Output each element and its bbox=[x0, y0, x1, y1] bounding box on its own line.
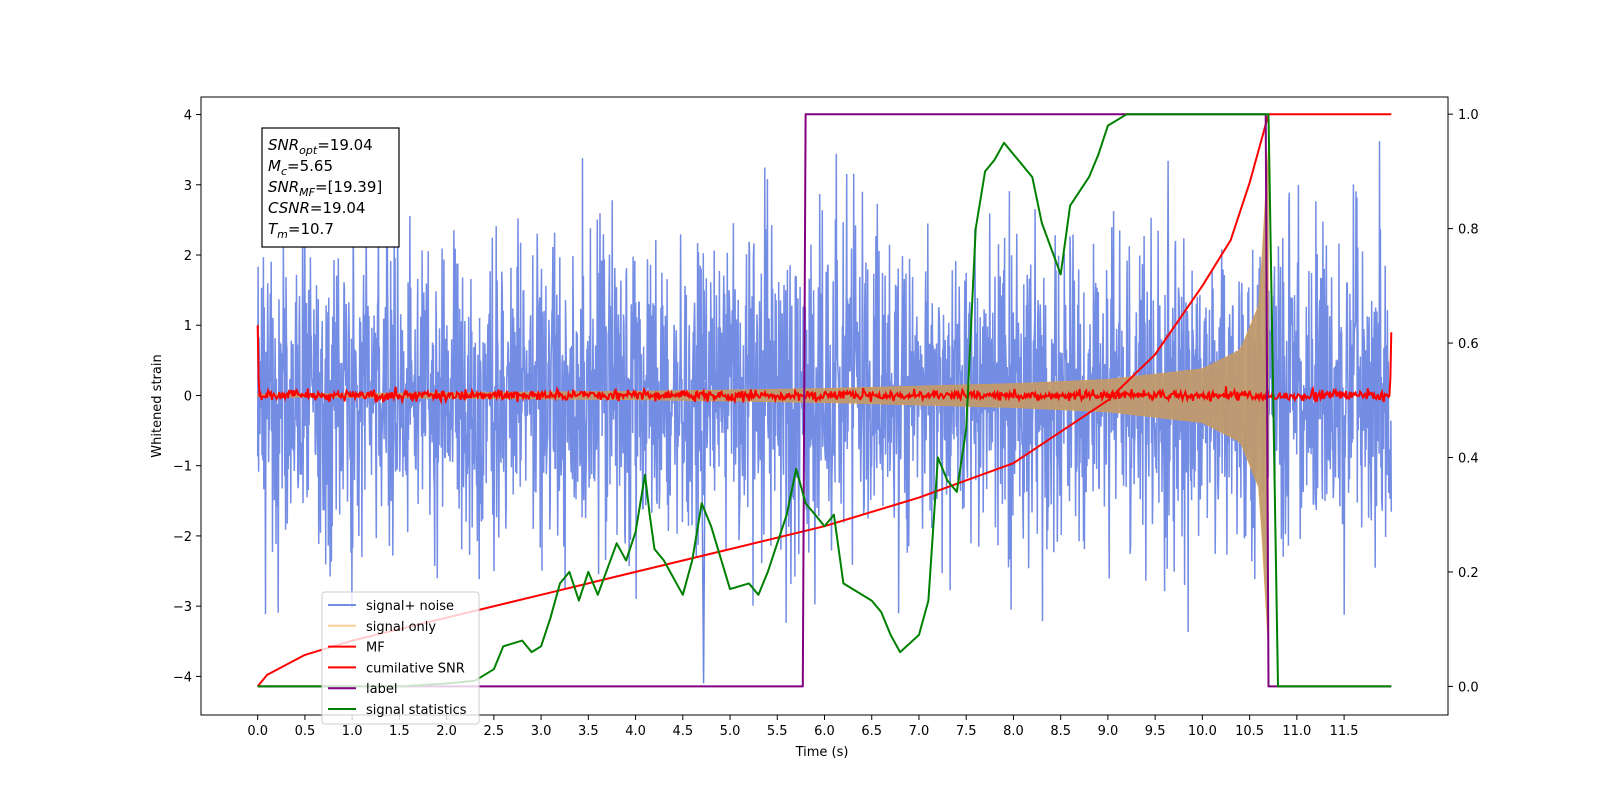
annotation-line: SNRMF=[19.39] bbox=[268, 178, 382, 199]
y-tick-label: 1 bbox=[184, 319, 192, 334]
y2-tick-label: 1.0 bbox=[1458, 108, 1479, 123]
series-mf-line bbox=[256, 325, 1393, 405]
annotation-line: Mc=5.65 bbox=[268, 157, 333, 178]
x-tick-label: 2.5 bbox=[484, 724, 505, 739]
x-tick-label: 9.0 bbox=[1098, 724, 1119, 739]
y-axis-right: 0.0 0.2 0.4 0.6 0.8 1.0 bbox=[1448, 108, 1479, 695]
y2-tick-label: 0.2 bbox=[1458, 566, 1479, 581]
x-tick-label: 0.5 bbox=[295, 724, 316, 739]
y-tick-label: −4 bbox=[173, 670, 192, 685]
x-tick-label: 7.0 bbox=[909, 724, 930, 739]
x-tick-label: 8.5 bbox=[1050, 724, 1071, 739]
x-tick-label: 8.0 bbox=[1003, 724, 1024, 739]
y-tick-label: −1 bbox=[173, 460, 192, 475]
y2-tick-label: 0.0 bbox=[1458, 680, 1479, 695]
annotation-symbol: T bbox=[268, 220, 279, 238]
annotation-box: SNRopt=19.04Mc=5.65SNRMF=[19.39]CSNR=19.… bbox=[261, 127, 400, 248]
annotation-value: =19.04 bbox=[310, 199, 366, 217]
y2-tick-label: 0.6 bbox=[1458, 337, 1479, 352]
x-axis: 0.0 0.5 1.0 1.5 2.0 2.5 3.0 3.5 4.0 4.5 5.0 5.5 6.0 6… bbox=[247, 715, 1359, 739]
series-signal-statistics-line bbox=[257, 113, 1392, 688]
annotation-symbol: SNR bbox=[268, 178, 299, 196]
annotation-line: Tm=10.7 bbox=[268, 220, 334, 241]
x-axis-label: Time (s) bbox=[795, 745, 849, 760]
x-tick-label: 9.5 bbox=[1145, 724, 1166, 739]
legend-entry: label bbox=[366, 682, 397, 697]
annotation-subscript: m bbox=[277, 228, 288, 241]
annotation-subscript: opt bbox=[299, 144, 318, 157]
x-tick-label: 2.0 bbox=[436, 724, 457, 739]
x-tick-label: 6.0 bbox=[814, 724, 835, 739]
legend-entry: cumilative SNR bbox=[366, 661, 465, 676]
x-tick-label: 11.5 bbox=[1330, 724, 1359, 739]
legend: signal+ noise signal only MF cumilative SNR… bbox=[321, 591, 480, 725]
y-axis-label: Whitened strain bbox=[150, 354, 165, 457]
x-tick-label: 7.5 bbox=[956, 724, 977, 739]
annotation-symbol: SNR bbox=[268, 136, 299, 154]
annotation-box-frame bbox=[261, 127, 400, 248]
x-tick-label: 0.0 bbox=[247, 724, 268, 739]
y-axis-left: −4 −3 −2 −1 0 1 2 3 4 bbox=[173, 109, 201, 685]
x-tick-label: 5.5 bbox=[767, 724, 788, 739]
y-tick-label: −2 bbox=[173, 530, 192, 545]
annotation-symbol: M bbox=[268, 157, 281, 175]
y-tick-label: 2 bbox=[184, 249, 192, 264]
y2-tick-label: 0.8 bbox=[1458, 223, 1479, 238]
annotation-line: SNRopt=19.04 bbox=[268, 136, 373, 157]
y-tick-label: 4 bbox=[184, 109, 192, 124]
x-tick-label: 3.5 bbox=[578, 724, 599, 739]
y-tick-label: 3 bbox=[184, 179, 192, 194]
y2-tick-label: 0.4 bbox=[1458, 452, 1479, 467]
annotation-subscript: MF bbox=[299, 186, 315, 199]
plot-area bbox=[256, 113, 1393, 688]
annotation-symbol: CSNR bbox=[268, 199, 310, 217]
annotation-value: =19.04 bbox=[317, 136, 373, 154]
x-tick-label: 6.5 bbox=[861, 724, 882, 739]
x-tick-label: 4.0 bbox=[625, 724, 646, 739]
annotation-value: =5.65 bbox=[287, 157, 333, 175]
annotation-line: CSNR=19.04 bbox=[268, 199, 365, 217]
x-tick-label: 5.0 bbox=[720, 724, 741, 739]
x-tick-label: 11.0 bbox=[1282, 724, 1311, 739]
annotation-subscript: c bbox=[281, 165, 287, 178]
legend-entry: signal+ noise bbox=[366, 599, 454, 614]
y-tick-label: −3 bbox=[173, 600, 192, 615]
y-tick-label: 0 bbox=[184, 389, 192, 404]
x-tick-label: 10.5 bbox=[1235, 724, 1264, 739]
x-tick-label: 1.5 bbox=[389, 724, 410, 739]
x-tick-label: 3.0 bbox=[531, 724, 552, 739]
x-tick-label: 4.5 bbox=[672, 724, 693, 739]
legend-entry: signal only bbox=[366, 620, 436, 635]
legend-entry: signal statistics bbox=[366, 703, 467, 718]
annotation-value: =10.7 bbox=[288, 220, 334, 238]
x-tick-label: 10.0 bbox=[1188, 724, 1217, 739]
legend-frame bbox=[321, 591, 480, 725]
legend-entry: MF bbox=[366, 641, 385, 656]
x-tick-label: 1.0 bbox=[342, 724, 363, 739]
annotation-value: =[19.39] bbox=[315, 178, 382, 196]
